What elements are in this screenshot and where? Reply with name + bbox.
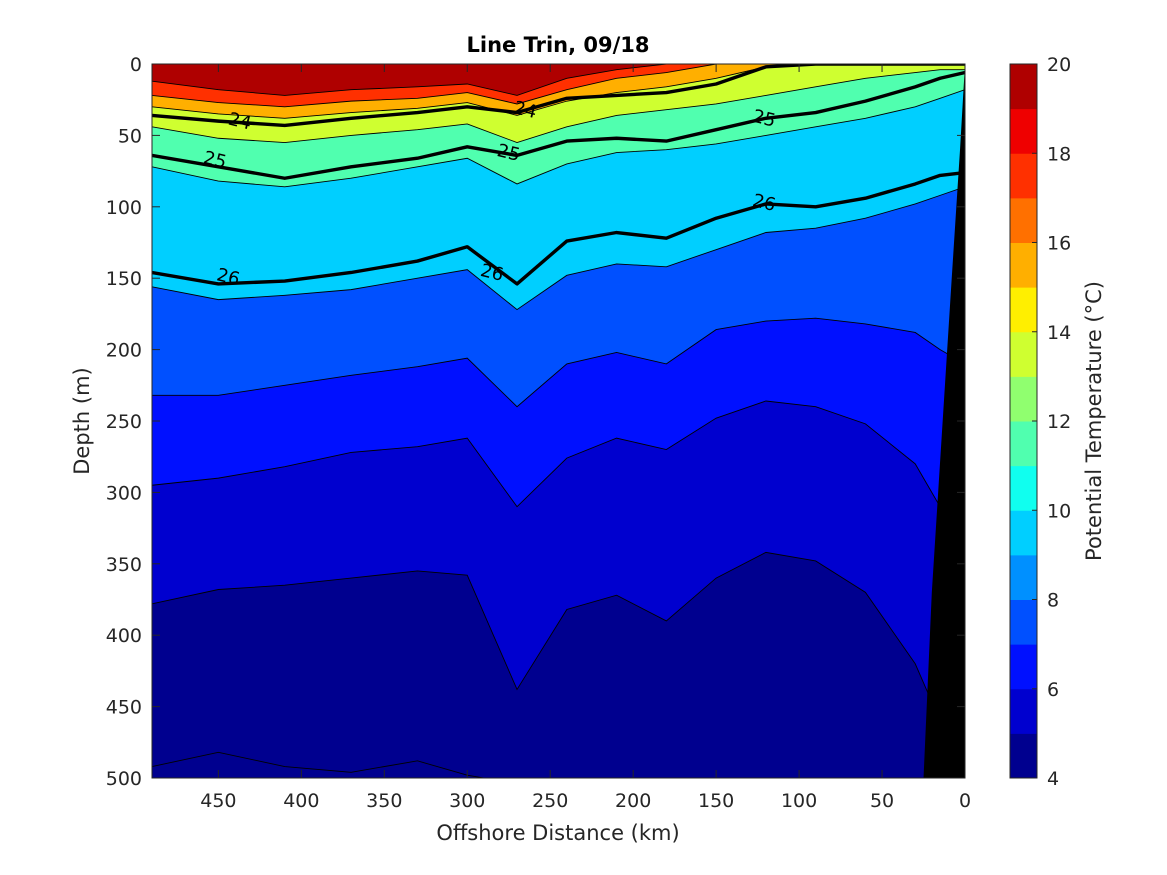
colorbar-swatch: [1010, 331, 1037, 377]
colorbar-swatch: [1010, 287, 1037, 333]
x-tick-label: 250: [532, 790, 568, 812]
y-tick-label: 500: [106, 768, 142, 790]
y-tick-label: 100: [106, 197, 142, 219]
x-axis: 450 400 350 300 250 200 150 100 50 0: [200, 64, 971, 812]
y-axis: 0 50 100 150 200 250 300 350 400 450 500: [106, 54, 965, 790]
colorbar-swatch: [1010, 510, 1037, 556]
colorbar-label: Potential Temperature (°C): [1082, 281, 1106, 561]
isotherm-line: [152, 551, 965, 750]
isotherm-line: [152, 751, 487, 778]
colorbar-swatch: [1010, 733, 1037, 779]
colorbar: [1009, 63, 1038, 779]
bathymetry-mask-layer: [923, 64, 965, 778]
contour-label: 26: [215, 264, 242, 290]
seafloor-mask: [923, 64, 965, 778]
contour-label: 26: [478, 260, 505, 286]
temperature-fill-layer: [152, 64, 965, 778]
y-tick-label: 400: [106, 625, 142, 647]
x-tick-label: 450: [200, 790, 236, 812]
y-tick-label: 250: [106, 411, 142, 433]
plot-area: 24 24 25 25 25 26 26 26: [152, 64, 965, 778]
colorbar-tick-label: 12: [1047, 411, 1071, 433]
isotherm-line: [152, 89, 965, 188]
x-tick-label: 300: [449, 790, 485, 812]
colorbar-tick-label: 6: [1047, 679, 1059, 701]
y-tick-label: 0: [130, 54, 142, 76]
y-tick-label: 200: [106, 340, 142, 362]
colorbar-tick-label: 20: [1047, 54, 1071, 76]
contour-label: 24: [226, 109, 253, 135]
density-contour-layer: [152, 64, 965, 286]
isotherm-line: [152, 64, 965, 108]
density-contour: [152, 170, 965, 286]
isotherm-line: [152, 64, 965, 96]
contour-label: 25: [201, 147, 228, 173]
isotherm-line: [152, 69, 965, 144]
x-tick-label: 400: [283, 790, 319, 812]
x-tick-label: 0: [959, 790, 971, 812]
y-tick-label: 50: [118, 125, 142, 147]
isotherm-line-layer: [152, 64, 965, 778]
temperature-band: [152, 752, 484, 778]
y-tick-label: 300: [106, 482, 142, 504]
colorbar-tick-label: 18: [1047, 143, 1071, 165]
colorbar-swatch: [1010, 465, 1037, 511]
density-contour: [152, 70, 965, 180]
colorbar-swatch: [1010, 153, 1037, 199]
contour-label: 25: [750, 106, 777, 132]
colorbar-axis: 4 6 8 10 12 14 16 18 20: [1032, 54, 1071, 790]
x-tick-label: 200: [615, 790, 651, 812]
colorbar-swatch: [1010, 599, 1037, 645]
colorbar-tick-label: 16: [1047, 233, 1071, 255]
y-tick-label: 150: [106, 268, 142, 290]
x-tick-label: 150: [698, 790, 734, 812]
x-tick-label: 50: [870, 790, 894, 812]
colorbar-swatch: [1010, 242, 1037, 288]
y-tick-label: 350: [106, 554, 142, 576]
contour-label: 25: [495, 140, 522, 166]
temperature-band: [152, 552, 965, 778]
isotherm-line: [152, 64, 965, 119]
colorbar-swatch: [1010, 376, 1037, 422]
colorbar-swatch: [1010, 554, 1037, 600]
colorbar-swatch: [1010, 197, 1037, 243]
contour-label: 24: [512, 97, 539, 123]
x-axis-label: Offshore Distance (km): [436, 821, 679, 845]
density-contour: [152, 64, 965, 128]
colorbar-swatch: [1010, 64, 1037, 110]
colorbar-tick-label: 8: [1047, 590, 1059, 612]
colorbar-tick-label: 10: [1047, 500, 1071, 522]
y-axis-label: Depth (m): [70, 367, 94, 474]
x-tick-label: 100: [781, 790, 817, 812]
isotherm-line: [152, 186, 965, 311]
colorbar-swatch: [1010, 688, 1037, 734]
colorbar-tick-label: 4: [1047, 768, 1059, 790]
chart-title: Line Trin, 09/18: [466, 33, 649, 57]
contour-label: 26: [750, 190, 777, 216]
colorbar-tick-label: 14: [1047, 322, 1071, 344]
colorbar-swatch: [1010, 644, 1037, 690]
colorbar-swatch: [1010, 108, 1037, 154]
isotherm-line: [152, 400, 965, 536]
colorbar-swatch: [1010, 421, 1037, 467]
x-tick-label: 350: [366, 790, 402, 812]
contour-label-layer: 24 24 25 25 25 26 26 26: [201, 97, 777, 290]
isotherm-line: [152, 317, 965, 408]
y-tick-label: 450: [106, 697, 142, 719]
